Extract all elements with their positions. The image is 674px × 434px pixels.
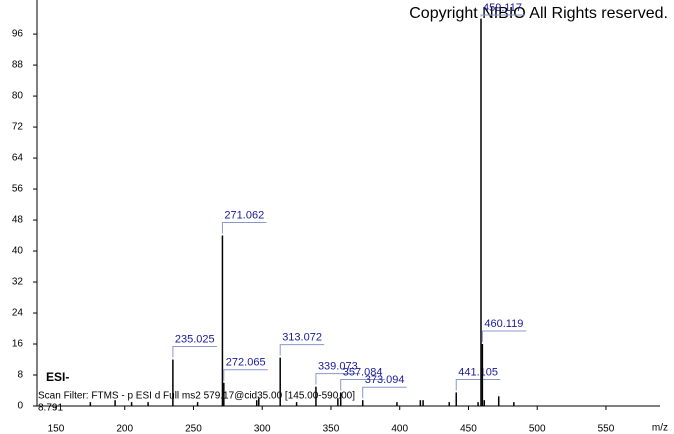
ionization: ESI- bbox=[46, 370, 69, 384]
label-leader bbox=[279, 344, 325, 356]
y-tick-label: 16 bbox=[12, 339, 24, 350]
label-leader bbox=[223, 369, 268, 381]
peak-label: 441.105 bbox=[458, 366, 498, 378]
peak-label: 460.119 bbox=[484, 318, 523, 330]
x-axis-label: m/z bbox=[652, 423, 668, 434]
y-tick-label: 56 bbox=[12, 184, 24, 195]
y-tick-label: 88 bbox=[12, 60, 24, 71]
x-tick-label: 200 bbox=[116, 424, 133, 434]
y-tick-label: 48 bbox=[12, 215, 24, 226]
y-tick-label: 24 bbox=[12, 308, 24, 319]
peak-label: 357.084 bbox=[343, 366, 383, 378]
label-leader bbox=[340, 378, 385, 391]
peak-label: 235.025 bbox=[175, 333, 215, 345]
label-leader bbox=[221, 222, 267, 234]
y-tick-label: 40 bbox=[12, 246, 24, 257]
peak-label: 272.065 bbox=[226, 357, 266, 369]
y-tick-label: 64 bbox=[12, 153, 24, 164]
x-tick-label: 550 bbox=[598, 424, 615, 434]
label-leader bbox=[455, 378, 501, 391]
x-tick-label: 400 bbox=[391, 424, 408, 434]
x-tick-label: 300 bbox=[254, 424, 271, 434]
x-tick-label: 450 bbox=[460, 424, 477, 434]
y-tick-label: 8 bbox=[17, 370, 23, 381]
y-tick-label: 32 bbox=[12, 277, 24, 288]
x-tick-label: 350 bbox=[323, 424, 340, 434]
peak-label: 339.073 bbox=[318, 361, 358, 373]
scan-filter: Scan Filter: FTMS - p ESI d Full ms2 579… bbox=[38, 391, 355, 402]
peak-label: 373.094 bbox=[365, 374, 405, 386]
label-leader bbox=[480, 14, 526, 17]
label-leader bbox=[362, 386, 407, 399]
x-tick-label: 500 bbox=[529, 424, 546, 434]
peak-label: 271.062 bbox=[224, 209, 264, 221]
y-tick-label: 72 bbox=[12, 122, 24, 133]
x-tick-label: 150 bbox=[48, 424, 65, 434]
x-tick-label: 250 bbox=[185, 424, 202, 434]
copyright: Copyright NIBIO All Rights reserved. bbox=[409, 5, 668, 22]
y-tick-label: 96 bbox=[12, 29, 24, 40]
scan-note: 8.791 bbox=[38, 403, 63, 414]
label-leader bbox=[315, 373, 360, 385]
peak-label: 313.072 bbox=[282, 331, 322, 343]
peak-label: 459.117 bbox=[483, 2, 522, 14]
y-tick-label: 0 bbox=[17, 401, 23, 412]
label-leader bbox=[172, 346, 217, 358]
y-tick-label: 80 bbox=[12, 91, 24, 102]
label-leader bbox=[481, 330, 527, 343]
